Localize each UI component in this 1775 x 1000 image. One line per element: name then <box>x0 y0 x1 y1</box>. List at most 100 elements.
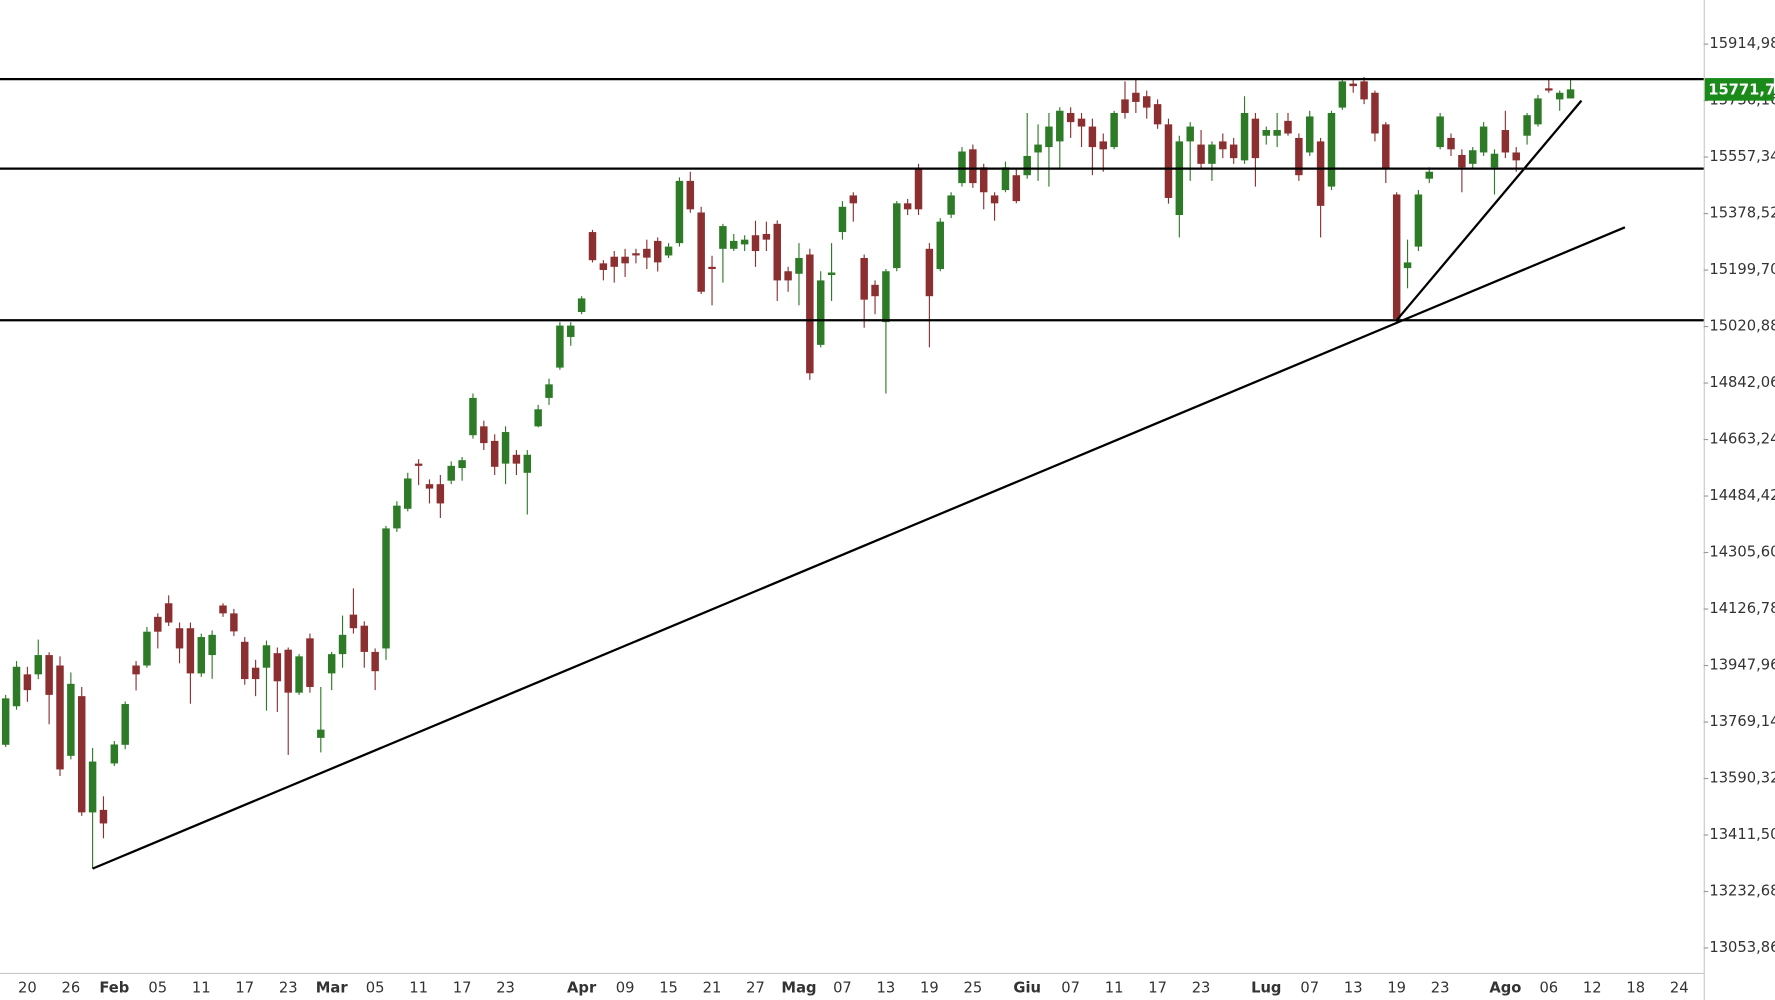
x-tick-label: 23 <box>496 980 515 997</box>
x-tick-label: Lug <box>1251 980 1281 997</box>
candle-body <box>480 426 488 444</box>
candle-body <box>230 613 238 632</box>
candle-body <box>621 256 629 264</box>
candle-body <box>251 667 260 680</box>
candle-body <box>1099 141 1107 150</box>
x-tick-label: 07 <box>1061 980 1080 997</box>
x-tick-label: 17 <box>1148 980 1167 997</box>
candle-body <box>99 809 108 824</box>
candle-body <box>164 603 173 623</box>
candle-body <box>45 655 53 695</box>
candle-body <box>697 212 705 292</box>
candle-body <box>969 149 977 184</box>
candle-body <box>838 206 847 233</box>
x-tick-label: 07 <box>833 980 852 997</box>
x-tick-label: 24 <box>1670 980 1689 997</box>
candle-body <box>132 665 140 675</box>
candle-body <box>1132 92 1140 102</box>
candle-body <box>295 656 303 693</box>
candle-body <box>1121 99 1129 113</box>
candle-body <box>338 634 347 655</box>
candle-body <box>67 683 75 756</box>
candle-body <box>719 226 727 249</box>
x-tick-label: 11 <box>192 980 211 997</box>
candle-body <box>1566 89 1575 99</box>
y-tick-label: 13590,32 <box>1709 769 1775 786</box>
candle-body <box>458 460 466 469</box>
candle-body <box>1414 194 1423 247</box>
candle-body <box>447 465 455 481</box>
y-tick-label: 14484,42 <box>1709 487 1775 504</box>
candle-body <box>88 761 97 813</box>
candle-body <box>903 203 912 210</box>
candle-body <box>1240 112 1249 161</box>
candle-body <box>653 240 662 263</box>
candle-body <box>327 654 336 674</box>
candle-body <box>1153 104 1162 125</box>
candle-body <box>197 637 206 674</box>
candle-body <box>414 463 423 466</box>
candle-body <box>110 744 119 764</box>
candle-body <box>186 628 195 674</box>
candle-body <box>1110 112 1118 148</box>
x-tick-label: 09 <box>616 980 635 997</box>
candle-body <box>1316 141 1325 206</box>
candle-body <box>501 432 510 464</box>
x-tick-label: 18 <box>1626 980 1645 997</box>
candle-body <box>1512 152 1520 161</box>
candle-body <box>588 232 597 261</box>
candle-body <box>1490 153 1499 168</box>
candle-body <box>349 614 358 629</box>
candle-body <box>1501 130 1510 153</box>
candle-body <box>143 631 151 666</box>
candle-body <box>708 266 716 270</box>
candle-body <box>643 248 651 258</box>
candle-body <box>1034 144 1042 153</box>
y-tick-label: 14126,78 <box>1709 600 1775 617</box>
candle-body <box>23 674 32 691</box>
x-tick-label: 25 <box>963 980 982 997</box>
candle-body <box>806 254 814 374</box>
candle-body <box>730 240 738 249</box>
y-tick-label: 13769,14 <box>1709 713 1775 730</box>
candle-body <box>1077 118 1086 127</box>
candle-body <box>1164 124 1173 198</box>
last-price-label: 15771,70 <box>1708 82 1775 99</box>
candle-body <box>1349 83 1357 87</box>
x-tick-label: 12 <box>1583 980 1602 997</box>
candle-body <box>382 528 390 649</box>
x-tick-label: 15 <box>659 980 678 997</box>
candle-body <box>1273 130 1281 136</box>
candle-body <box>360 625 369 652</box>
candle-body <box>1479 126 1488 153</box>
candle-body <box>1088 126 1097 148</box>
x-tick-label: 17 <box>453 980 472 997</box>
y-tick-label: 14663,24 <box>1709 431 1775 448</box>
candle-body <box>404 478 412 509</box>
candle-body <box>317 729 325 738</box>
y-tick-label: 14305,60 <box>1709 544 1775 561</box>
candle-body <box>860 257 868 300</box>
x-tick-label: 21 <box>703 980 722 997</box>
x-tick-label: Apr <box>567 980 597 997</box>
candle-body <box>990 195 999 204</box>
candle-body <box>686 180 695 210</box>
candle-body <box>284 649 292 693</box>
candle-body <box>1360 81 1368 100</box>
candle-body <box>882 271 890 323</box>
y-tick-label: 15557,34 <box>1709 148 1775 165</box>
candle-body <box>1001 167 1010 191</box>
candle-body <box>947 195 955 215</box>
candle-body <box>556 325 564 368</box>
candle-body <box>979 167 988 193</box>
x-tick-label: Mar <box>316 980 349 997</box>
candle-body <box>610 256 618 267</box>
candle-body <box>469 397 477 436</box>
candle-body <box>1338 81 1347 108</box>
candle-body <box>762 233 771 240</box>
candle-body <box>1436 116 1444 148</box>
candle-body <box>1425 171 1434 179</box>
candle-body <box>567 325 575 337</box>
